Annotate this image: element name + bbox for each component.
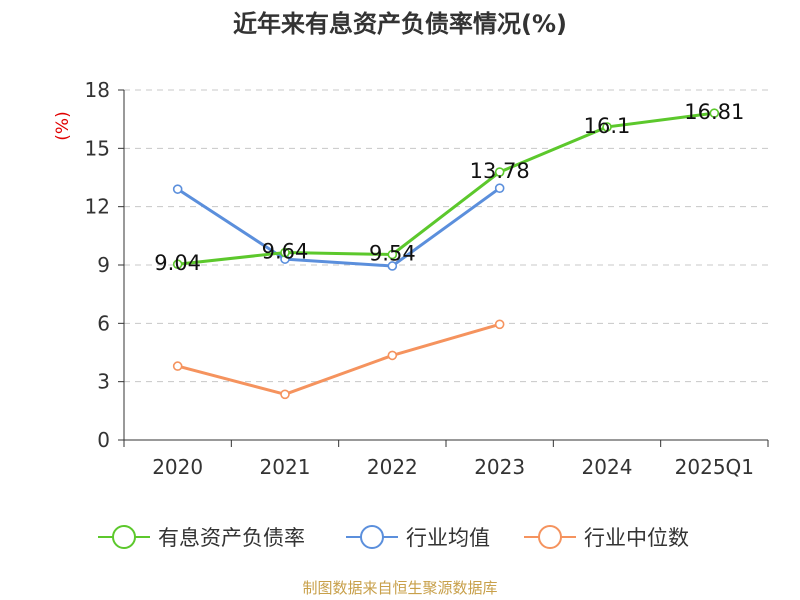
data-label: 16.81 [684, 100, 744, 124]
y-tick-label: 18 [85, 78, 110, 102]
series-lines [172, 108, 720, 400]
legend[interactable]: 有息资产负债率 行业均值 行业中位数 [98, 525, 689, 550]
y-tick-label: 0 [97, 428, 110, 452]
legend-item[interactable]: 行业中位数 [524, 525, 689, 550]
axes: 0 3 6 9 12 15 18 2020 2021 2022 2023 2024 2025Q1 [85, 78, 769, 479]
data-label: 13.78 [470, 159, 530, 183]
y-tick-label: 15 [85, 136, 110, 160]
data-point[interactable] [172, 361, 183, 371]
y-tick-label: 12 [85, 195, 110, 219]
chart-title: 近年来有息资产负债率情况(%) [233, 10, 567, 38]
y-axis-unit-label: (%) [53, 111, 73, 140]
x-tick-label: 2024 [582, 455, 633, 479]
data-point[interactable] [602, 122, 612, 132]
data-point[interactable] [280, 389, 290, 400]
data-point[interactable] [494, 319, 505, 330]
x-tick-label: 2022 [367, 455, 418, 479]
data-label: 9.54 [369, 242, 416, 266]
data-point[interactable] [709, 108, 720, 118]
data-label: 9.04 [154, 251, 201, 275]
x-tick-label: 2025Q1 [675, 455, 754, 479]
x-tick-label: 2020 [152, 455, 203, 479]
legend-marker [360, 525, 384, 549]
legend-label: 行业中位数 [584, 526, 689, 550]
data-point[interactable] [280, 247, 290, 258]
series-line [177, 111, 715, 266]
data-label: 9.64 [262, 240, 309, 264]
source-note: 制图数据来自恒生聚源数据库 [302, 579, 497, 597]
data-label: 16.1 [584, 114, 631, 138]
data-point[interactable] [494, 183, 505, 193]
x-tick-label: 2021 [260, 455, 311, 479]
legend-label: 行业均值 [406, 526, 490, 550]
series-line [177, 322, 501, 396]
legend-marker [538, 525, 562, 549]
data-point[interactable] [172, 184, 183, 194]
legend-marker [112, 525, 136, 549]
legend-label: 有息资产负债率 [158, 526, 305, 550]
series-line [176, 186, 501, 268]
grid-lines [124, 89, 768, 383]
y-tick-label: 6 [97, 311, 110, 335]
data-labels: 9.04 9.64 9.54 13.78 16.1 16.81 [154, 100, 744, 275]
data-point[interactable] [387, 350, 398, 361]
x-tick-label: 2023 [474, 455, 525, 479]
y-tick-label: 3 [97, 370, 110, 394]
data-point[interactable] [387, 261, 398, 271]
legend-item[interactable]: 行业均值 [346, 525, 490, 550]
y-tick-label: 9 [97, 253, 110, 277]
legend-item[interactable]: 有息资产负债率 [98, 525, 305, 550]
data-point[interactable] [494, 167, 505, 177]
data-point[interactable] [387, 249, 398, 260]
data-point[interactable] [172, 259, 183, 270]
